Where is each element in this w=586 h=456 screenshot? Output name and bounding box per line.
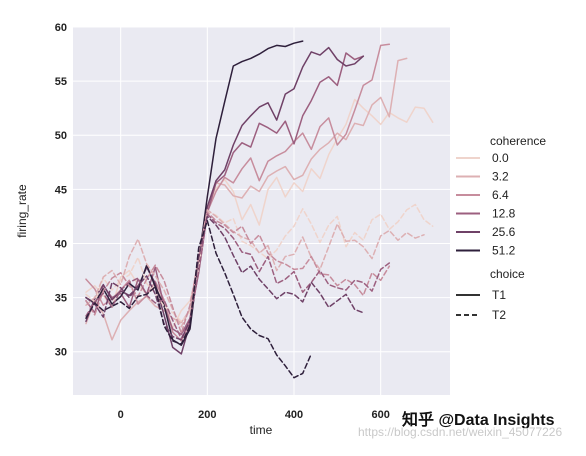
- legend-label-coherence: 51.2: [492, 244, 516, 258]
- y-tick-label: 50: [55, 130, 67, 142]
- series-line-t1-coherence-51-2: [85, 40, 304, 346]
- legend-title-choice: choice: [490, 267, 525, 281]
- y-axis-label: firing_rate: [15, 184, 29, 238]
- x-tick-label: 0: [118, 409, 124, 421]
- legend-label-choice: T1: [492, 288, 506, 302]
- x-axis-label: time: [250, 423, 273, 437]
- y-tick-label: 30: [55, 347, 67, 359]
- y-tick-label: 35: [55, 293, 67, 305]
- x-tick-label: 400: [285, 409, 303, 421]
- legend-label-choice: T2: [492, 308, 506, 322]
- legend-label-coherence: 12.8: [492, 207, 516, 221]
- y-tick-label: 40: [55, 238, 67, 250]
- y-tick-label: 55: [55, 76, 67, 88]
- legend-title-coherence: coherence: [490, 134, 546, 148]
- series-line-t2-coherence-6-4: [85, 211, 391, 335]
- series-line-t2-coherence-51-2: [85, 219, 313, 379]
- legend-label-coherence: 0.0: [492, 151, 509, 165]
- watermark-main: 知乎 @Data Insights: [402, 410, 555, 429]
- legend-label-coherence: 25.6: [492, 225, 516, 239]
- x-tick-label: 600: [371, 409, 389, 421]
- legend-label-coherence: 6.4: [492, 188, 509, 202]
- y-tick-label: 45: [55, 184, 67, 196]
- series-line-t2-coherence-25-6: [85, 215, 365, 341]
- series-line-t1-coherence-12-8: [85, 52, 365, 336]
- watermark-url: https://blog.csdn.net/weixin_45077226: [358, 425, 562, 439]
- tick-layer: 0 200 400 600 30 35 40 45 50 55 60: [55, 22, 390, 421]
- x-tick-label: 200: [198, 409, 216, 421]
- series-line-t2-coherence-3-2: [85, 209, 425, 328]
- series-layer: [85, 40, 434, 379]
- legend-layer: coherence 0.0 3.2 6.4 12.8 25.6 51.2 choice T1 T2: [456, 134, 546, 322]
- plot-area: [73, 27, 450, 395]
- series-line-t2-coherence-12-8: [85, 213, 391, 340]
- series-line-t1-coherence-6-4: [85, 43, 391, 342]
- y-tick-label: 60: [55, 22, 67, 34]
- series-line-t1-coherence-3-2: [85, 57, 408, 341]
- legend-label-coherence: 3.2: [492, 170, 509, 184]
